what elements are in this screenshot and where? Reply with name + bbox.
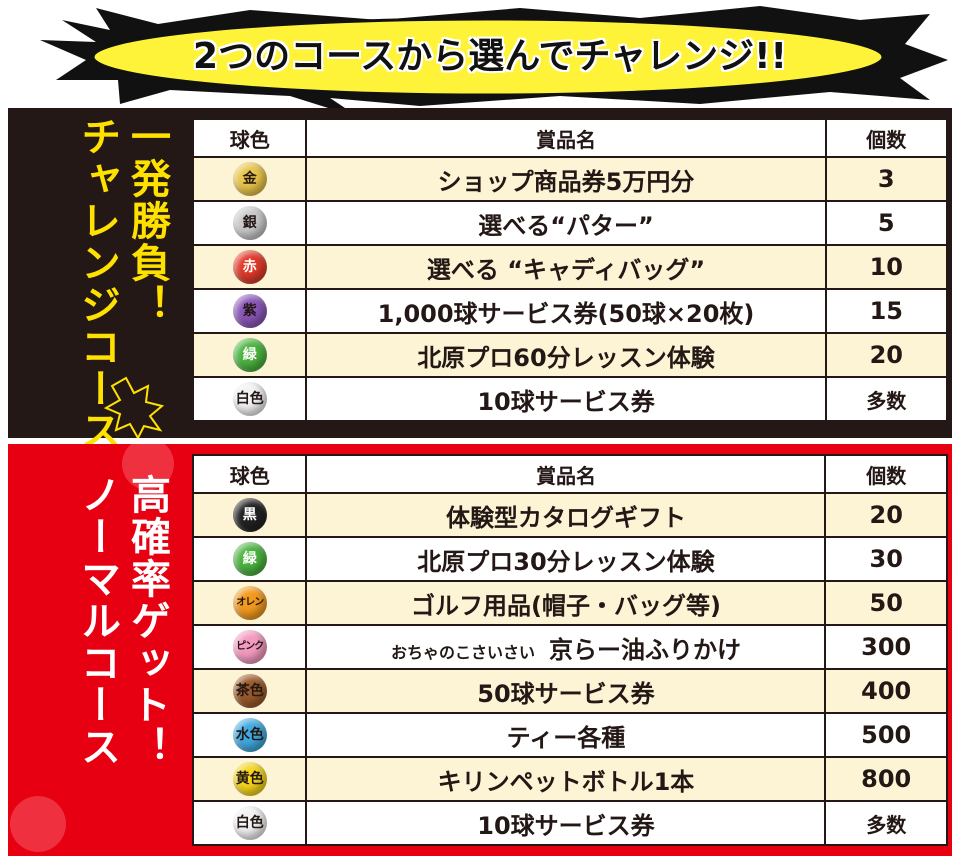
banner-title: 2つのコースから選んでチャレンジ!! bbox=[193, 36, 787, 77]
table-row: 緑 北原プロ60分レッスン体験 20 bbox=[191, 332, 949, 378]
ball-icon: 紫 bbox=[232, 294, 267, 328]
normal-course-title: 高確率ゲット！ ノーマルコース bbox=[8, 444, 186, 856]
ball-icon: 赤 bbox=[232, 250, 267, 284]
prize-count: 800 bbox=[824, 756, 948, 802]
ball-icon: 緑 bbox=[232, 338, 267, 372]
table-row: 紫 1,000球サービス券(50球×20枚) 15 bbox=[191, 288, 949, 334]
ball-icon: オレンジ bbox=[232, 586, 267, 642]
title-line-2: チャレンジコース bbox=[74, 116, 120, 452]
burst-decoration bbox=[103, 376, 165, 438]
prize-count: 20 bbox=[824, 492, 948, 538]
title-line-2: ノーマルコース bbox=[74, 474, 120, 768]
table-row: 赤 選べる “キャディバッグ” 10 bbox=[191, 244, 949, 290]
prize-name: 体験型カタログギフト bbox=[305, 492, 827, 538]
speech-bubble-graphic bbox=[40, 6, 948, 118]
prize-name: 北原プロ60分レッスン体験 bbox=[305, 332, 827, 378]
normal-prize-table: 球色 賞品名 個数 黒 体験型カタログギフト 20 緑 北原プロ30分レッスン体… bbox=[191, 454, 948, 846]
ball-icon: 銀 bbox=[232, 206, 267, 240]
title-banner: 2つのコースから選んでチャレンジ!! bbox=[0, 0, 960, 118]
bubble-fill bbox=[91, 17, 885, 97]
title-line-1: 一発勝負！ bbox=[124, 116, 170, 326]
table-header-row: 球色 賞品名 個数 bbox=[191, 118, 949, 158]
prize-count: 50 bbox=[824, 580, 948, 626]
table-row: 黄色 キリンペットボトル1本 800 bbox=[191, 756, 948, 802]
prize-count: 5 bbox=[824, 200, 949, 246]
prize-count: 多数 bbox=[824, 376, 949, 422]
ball-icon: 白色 bbox=[232, 806, 267, 840]
header-prize-name: 賞品名 bbox=[305, 454, 827, 494]
ball-icon: 緑 bbox=[232, 542, 267, 576]
prize-count: 15 bbox=[824, 288, 949, 334]
table-row: 水色 ティー各種 500 bbox=[191, 712, 948, 758]
ball-icon: 黒 bbox=[232, 498, 267, 532]
ball-icon: 金 bbox=[232, 162, 267, 196]
table-row: 緑 北原プロ30分レッスン体験 30 bbox=[191, 536, 948, 582]
table-row: 白色 10球サービス券 多数 bbox=[191, 800, 948, 846]
prize-name: 北原プロ30分レッスン体験 bbox=[305, 536, 827, 582]
table-header-row: 球色 賞品名 個数 bbox=[191, 454, 948, 494]
normal-course-section: 高確率ゲット！ ノーマルコース 球色 賞品名 個数 黒 体験型カタログギフト 2… bbox=[8, 444, 952, 856]
prize-name: 50球サービス券 bbox=[305, 668, 827, 714]
prize-count: 500 bbox=[824, 712, 948, 758]
table-row: 茶色 50球サービス券 400 bbox=[191, 668, 948, 714]
prize-count: 30 bbox=[824, 536, 948, 582]
challenge-course-title: 一発勝負！ チャレンジコース bbox=[8, 108, 186, 452]
dot-decoration bbox=[10, 444, 174, 852]
prize-count: 多数 bbox=[824, 800, 948, 846]
prize-name: ゴルフ用品(帽子・バッグ等) bbox=[305, 580, 827, 626]
challenge-course-section: 一発勝負！ チャレンジコース 球色 賞品名 個数 金 ショップ商品券5万円分 3… bbox=[8, 108, 952, 452]
ball-icon: 茶色 bbox=[232, 674, 267, 708]
prize-name: 10球サービス券 bbox=[305, 800, 827, 846]
prize-name: 選べる“パター” bbox=[305, 200, 827, 246]
prize-count: 400 bbox=[824, 668, 948, 714]
ball-icon: 水色 bbox=[232, 718, 267, 752]
challenge-prize-table: 球色 賞品名 個数 金 ショップ商品券5万円分 3 銀 選べる“パター” 5 赤… bbox=[191, 118, 949, 422]
prize-name: 選べる “キャディバッグ” bbox=[305, 244, 827, 290]
ball-icon: 黄色 bbox=[232, 762, 267, 796]
prize-name: 10球サービス券 bbox=[305, 376, 827, 422]
table-row: 黒 体験型カタログギフト 20 bbox=[191, 492, 948, 538]
ball-icon: 白色 bbox=[232, 382, 267, 416]
prize-count: 10 bbox=[824, 244, 949, 290]
header-prize-name: 賞品名 bbox=[305, 118, 827, 158]
prize-name: 1,000球サービス券(50球×20枚) bbox=[305, 288, 827, 334]
table-row: オレンジ ゴルフ用品(帽子・バッグ等) 50 bbox=[191, 580, 948, 642]
title-line-1: 高確率ゲット！ bbox=[124, 474, 170, 768]
table-row: 白色 10球サービス券 多数 bbox=[191, 376, 949, 422]
table-row: ピンク おちゃのこさいさい 京らー油ふりかけ 300 bbox=[191, 624, 948, 670]
prize-name: おちゃのこさいさい 京らー油ふりかけ bbox=[305, 624, 827, 670]
ball-icon: ピンク bbox=[232, 630, 267, 664]
prize-name-text: 京らー油ふりかけ bbox=[548, 635, 741, 664]
prize-count: 20 bbox=[824, 332, 949, 378]
prize-count: 300 bbox=[824, 624, 948, 670]
prize-name: ショップ商品券5万円分 bbox=[305, 156, 827, 202]
prize-name: キリンペットボトル1本 bbox=[305, 756, 827, 802]
header-ball-color: 球色 bbox=[191, 118, 308, 158]
header-count: 個数 bbox=[824, 118, 949, 158]
prize-brand: おちゃのこさいさい bbox=[390, 642, 535, 662]
table-row: 銀 選べる“パター” 5 bbox=[191, 200, 949, 246]
header-count: 個数 bbox=[824, 454, 948, 494]
prize-name: ティー各種 bbox=[305, 712, 827, 758]
header-ball-color: 球色 bbox=[191, 454, 308, 494]
prize-count: 3 bbox=[824, 156, 949, 202]
table-row: 金 ショップ商品券5万円分 3 bbox=[191, 156, 949, 202]
